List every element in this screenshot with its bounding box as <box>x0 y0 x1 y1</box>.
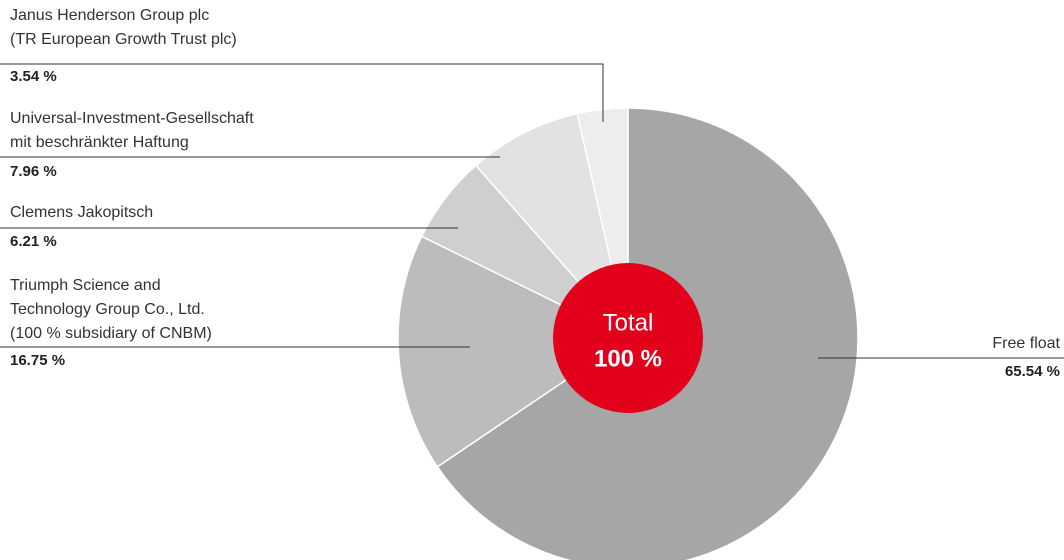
center-value: 100 % <box>594 345 662 372</box>
slice-label: mit beschränkter Haftung <box>10 134 189 151</box>
value-label: 6.21 % <box>10 233 57 250</box>
center-circle <box>553 263 703 413</box>
slice-label: Janus Henderson Group plc <box>10 7 209 24</box>
slice-label: Triumph Science and <box>10 277 161 294</box>
center-title: Total <box>603 309 654 336</box>
slice-label: Free float <box>992 335 1060 352</box>
slice-label: Clemens Jakopitsch <box>10 204 153 221</box>
leader-line <box>0 63 604 122</box>
pie-slice <box>397 235 630 468</box>
slice-label: Universal-Investment-Gesellschaft <box>10 110 254 127</box>
value-label: 7.96 % <box>10 163 57 180</box>
slice-label: (TR European Growth Trust plc) <box>10 31 237 48</box>
value-label: 16.75 % <box>10 352 65 369</box>
slice-label: (100 % subsidiary of CNBM) <box>10 325 212 342</box>
value-label: 65.54 % <box>1005 363 1060 380</box>
value-label: 3.54 % <box>10 68 57 85</box>
slice-label: Technology Group Co., Ltd. <box>10 301 205 318</box>
